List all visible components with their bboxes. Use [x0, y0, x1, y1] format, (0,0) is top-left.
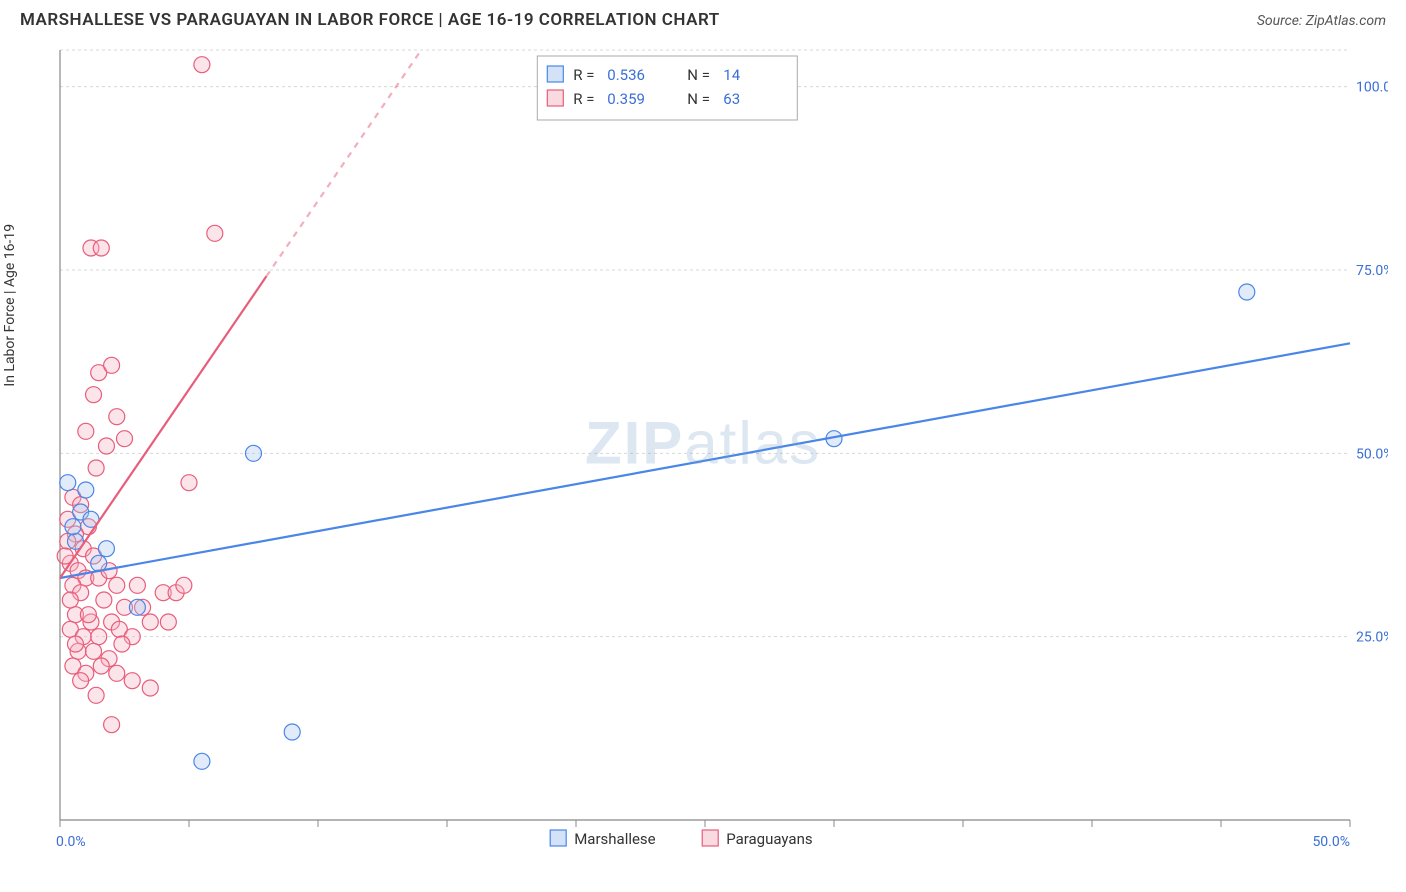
stats-swatch: [547, 66, 563, 82]
marker-paraguayans: [86, 387, 102, 403]
marker-paraguayans: [142, 680, 158, 696]
marker-paraguayans: [78, 423, 94, 439]
source-attribution: Source: ZipAtlas.com: [1257, 13, 1386, 29]
marker-paraguayans: [207, 225, 223, 241]
marker-paraguayans: [142, 614, 158, 630]
marker-paraguayans: [104, 717, 120, 733]
marker-marshallese: [65, 519, 81, 535]
y-tick-label: 25.0%: [1356, 630, 1388, 646]
legend-label: Marshallese: [574, 830, 655, 848]
marker-paraguayans: [104, 357, 120, 373]
marker-marshallese: [98, 541, 114, 557]
marker-paraguayans: [109, 665, 125, 681]
stats-n-label: N =: [687, 90, 710, 108]
marker-paraguayans: [88, 460, 104, 476]
marker-paraguayans: [73, 673, 89, 689]
marker-paraguayans: [117, 431, 133, 447]
x-tick-label: 50.0%: [1312, 834, 1350, 850]
marker-paraguayans: [88, 687, 104, 703]
marker-marshallese: [284, 724, 300, 740]
chart-title: MARSHALLESE VS PARAGUAYAN IN LABOR FORCE…: [20, 10, 720, 30]
y-tick-label: 75.0%: [1356, 263, 1388, 279]
marker-paraguayans: [93, 240, 109, 256]
marker-paraguayans: [91, 629, 107, 645]
x-tick-label: 0.0%: [56, 834, 86, 850]
marker-paraguayans: [109, 409, 125, 425]
marker-paraguayans: [96, 592, 112, 608]
y-axis-label: In Labor Force | Age 16-19: [2, 224, 18, 387]
marker-paraguayans: [124, 673, 140, 689]
stats-r-value: 0.359: [607, 90, 645, 108]
stats-r-value: 0.536: [607, 66, 645, 84]
scatter-chart: 25.0% 50.0% 75.0% 100.0% 0.0% 50.0% R = 0.536 N …: [18, 40, 1388, 880]
stats-r-label: R =: [573, 90, 594, 108]
marker-marshallese: [78, 482, 94, 498]
legend-label: Paraguayans: [726, 830, 812, 848]
marker-marshallese: [60, 475, 76, 491]
marker-paraguayans: [114, 636, 130, 652]
chart-container: In Labor Force | Age 16-19 25.0%50.0%75.…: [18, 40, 1388, 880]
marker-marshallese: [129, 599, 145, 615]
stats-swatch: [547, 90, 563, 106]
marker-paraguayans: [93, 658, 109, 674]
marker-paraguayans: [98, 438, 114, 454]
stats-n-label: N =: [687, 66, 710, 84]
marker-paraguayans: [160, 614, 176, 630]
stats-n-value: 63: [723, 90, 740, 108]
marker-paraguayans: [129, 577, 145, 593]
legend-swatch: [550, 830, 566, 846]
marker-paraguayans: [80, 607, 96, 623]
y-tick-label: 100.0%: [1356, 80, 1388, 96]
marker-marshallese: [246, 445, 262, 461]
marker-paraguayans: [86, 643, 102, 659]
stats-r-label: R =: [573, 66, 594, 84]
marker-paraguayans: [109, 577, 125, 593]
marker-marshallese: [194, 753, 210, 769]
marker-paraguayans: [67, 636, 83, 652]
marker-paraguayans: [194, 57, 210, 73]
trendline-paraguayans-dashed: [266, 50, 421, 276]
legend-swatch: [702, 830, 718, 846]
marker-paraguayans: [176, 577, 192, 593]
marker-paraguayans: [62, 592, 78, 608]
marker-paraguayans: [181, 475, 197, 491]
marker-marshallese: [1239, 284, 1255, 300]
stats-n-value: 14: [723, 66, 740, 84]
y-tick-label: 50.0%: [1356, 446, 1388, 462]
